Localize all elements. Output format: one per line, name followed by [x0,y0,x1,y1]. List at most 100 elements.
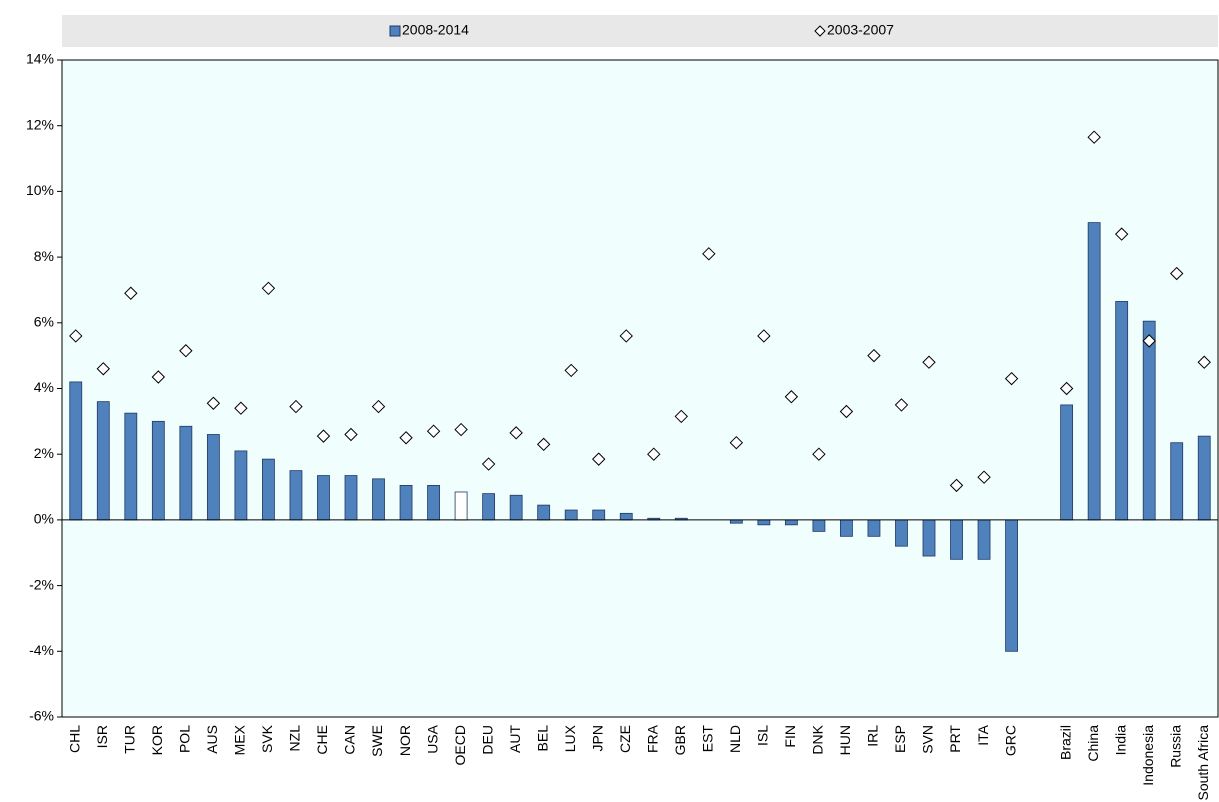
marker [619,329,633,343]
bar [454,491,468,521]
x-tick-label: SWE [369,725,385,757]
marker [151,370,166,384]
marker [1197,355,1211,369]
bar [482,493,496,521]
marker [234,401,248,415]
marker [481,457,496,471]
bar [372,478,385,521]
x-tick-label: OECD [452,725,468,765]
bar [537,504,551,521]
marker [261,281,276,296]
marker [289,399,303,414]
x-tick-label: FRA [644,724,660,753]
bar [289,470,303,521]
x-tick-label: ESP [892,725,908,753]
x-tick-label: India [1112,725,1128,756]
marker [729,435,744,450]
y-tick-label: 10% [26,182,54,198]
y-tick-label: 0% [34,511,54,527]
bar [179,425,193,521]
bar [262,458,275,521]
bar [895,519,908,547]
x-tick-label: TUR [122,725,138,754]
x-tick-label: JPN [589,725,605,751]
marker [1087,130,1101,144]
marker [702,247,716,261]
x-tick-label: CAN [342,725,358,755]
y-tick-label: -4% [29,642,54,658]
marker [1059,381,1074,396]
x-tick-label: USA [424,724,440,753]
y-tick-label: 12% [26,116,54,132]
bar [151,420,165,521]
marker [1114,227,1129,241]
bar [1142,320,1156,521]
x-tick-label: POL [177,725,193,753]
x-tick-label: CHE [314,725,330,755]
x-tick-label: Russia [1167,725,1183,768]
marker [867,348,881,363]
legend-swatch [814,25,826,37]
bar [206,434,220,521]
x-tick-label: ISL [755,725,771,746]
legend-label: 2008-2014 [402,22,469,38]
marker [784,390,799,404]
x-tick-label: NOR [397,725,413,756]
marker [1142,334,1156,348]
x-tick-label: Indonesia [1140,725,1156,786]
y-tick-label: 4% [34,379,54,395]
marker [509,426,523,440]
marker [344,427,358,442]
bar [427,485,440,521]
y-tick-label: -2% [29,576,54,592]
marker [371,399,386,414]
bar [840,519,853,537]
marker [454,422,468,437]
bar [124,412,138,521]
marker [536,437,551,452]
bar [317,475,330,521]
marker [757,329,771,343]
x-tick-label: NLD [727,725,743,753]
bar [344,475,358,521]
bar [922,519,936,557]
bar [1115,301,1129,521]
x-tick-label: MEX [232,724,248,755]
bar [1060,404,1074,521]
x-tick-label: SVN [920,725,936,754]
x-tick-label: NZL [287,725,303,752]
bar [784,519,798,526]
marker [949,478,964,493]
x-tick-label: LUX [562,724,578,752]
x-tick-label: AUT [507,725,523,753]
x-tick-label: DEU [479,725,495,755]
y-tick-label: 2% [34,445,54,461]
legend-label: 2003-2007 [827,22,894,38]
x-tick-label: GBR [672,725,688,755]
marker [399,431,413,445]
x-tick-label: AUS [204,725,220,754]
marker [839,404,854,419]
marker [316,429,331,443]
x-tick-label: SVK [259,724,275,753]
bar [812,519,826,532]
x-tick-label: DNK [810,724,826,754]
bar [867,519,881,537]
x-tick-label: PRT [947,725,963,753]
bar [1005,519,1018,652]
y-tick-label: 14% [26,51,54,67]
x-tick-label: GRC [1002,725,1018,756]
marker [206,396,221,410]
bar [950,519,963,560]
x-tick-label: EST [700,725,716,753]
plot-border [61,59,1219,718]
legend-background [62,15,1218,47]
marker [977,470,991,484]
x-tick-label: IRL [865,725,881,747]
marker [69,329,83,343]
bar [1197,435,1211,521]
x-tick-label: South Africa [1195,725,1211,801]
bar [69,381,83,521]
